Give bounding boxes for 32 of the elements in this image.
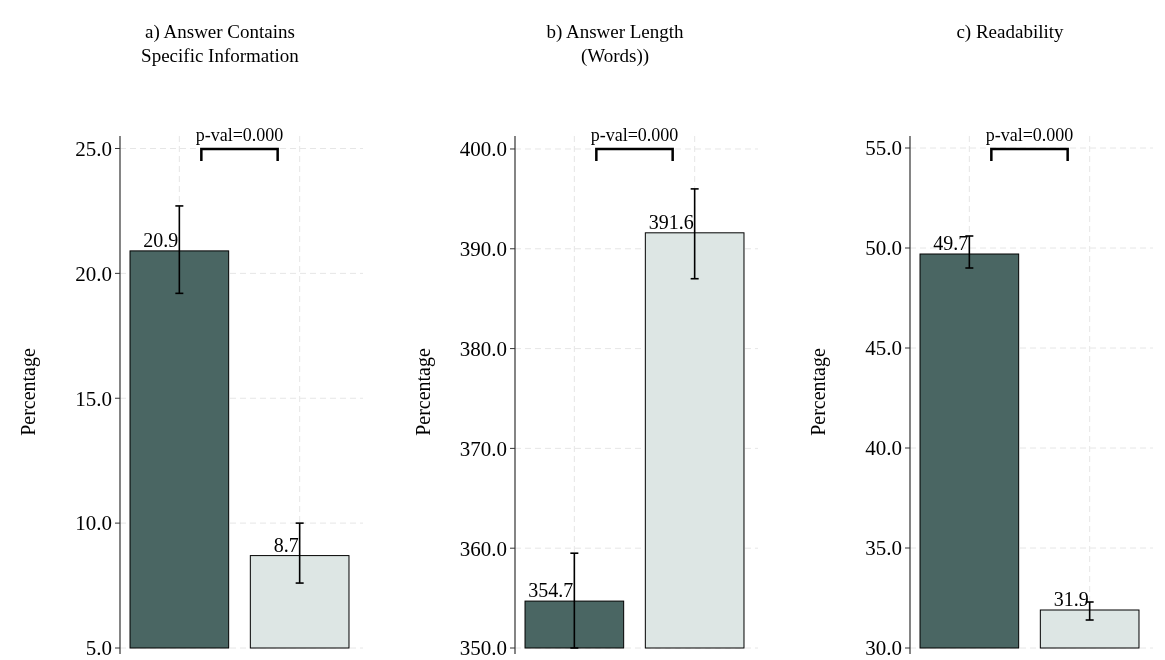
y-tick-label: 40.0 [865,436,902,461]
y-tick-label: 15.0 [75,386,112,411]
annotation: p-val=0.000 [985,125,1074,145]
y-tick-label: 50.0 [865,236,902,261]
y-tick-label: 350.0 [459,636,507,660]
data-label: 391.6 [648,210,694,233]
chart-title: c) Readability [956,21,1065,43]
y-tick-label: 370.0 [459,436,507,461]
data-label: 20.9 [143,228,179,251]
y-axis-title: Percentage [17,348,40,436]
y-tick-label: 55.0 [865,136,902,161]
y-tick-label: 20.0 [75,261,112,286]
annotation: p-val=0.000 [590,125,679,145]
y-axis-title: Percentage [412,348,435,436]
annotation: p-val=0.000 [195,125,284,145]
y-tick-label: 35.0 [865,536,902,561]
y-tick-label: 400.0 [459,137,507,162]
y-tick-label: 360.0 [459,536,507,561]
chart-title: b) Answer Length (Words)) [546,21,685,67]
y-tick-label: 25.0 [75,136,112,161]
data-label: 49.7 [933,232,969,254]
data-label: 354.7 [528,579,574,602]
data-label: 31.9 [1053,588,1089,610]
y-tick-label: 380.0 [459,336,507,361]
y-axis-title: Percentage [807,348,830,436]
y-tick-label: 45.0 [865,336,902,361]
y-tick-label: 5.0 [85,636,112,660]
data-label: 8.7 [273,533,299,556]
chart-title: a) Answer Contains Specific Information [141,21,300,66]
y-tick-label: 390.0 [459,237,507,262]
y-tick-label: 30.0 [865,636,902,660]
y-tick-label: 10.0 [75,511,112,536]
